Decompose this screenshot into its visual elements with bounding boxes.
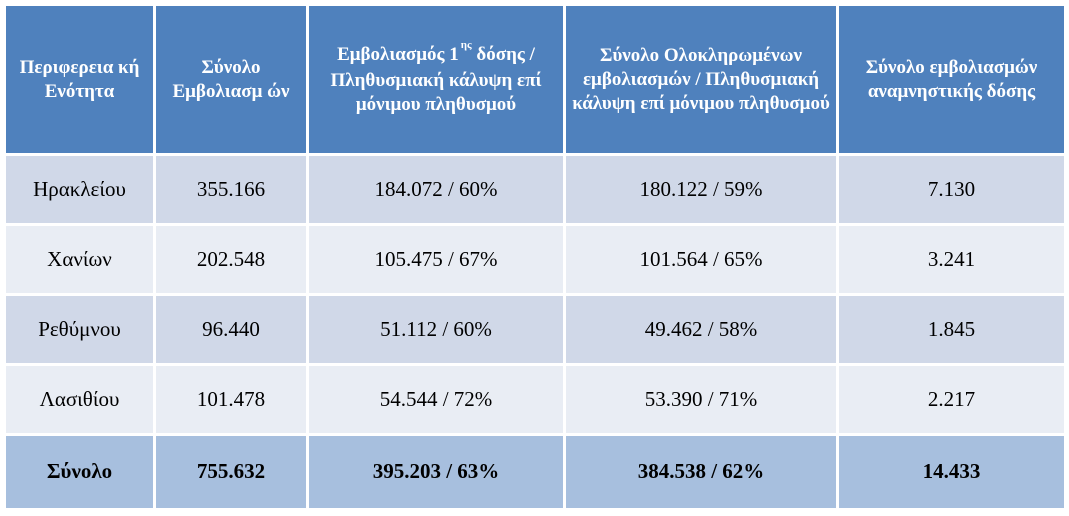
cell-booster: 7.130	[836, 153, 1067, 226]
header-total-vaccinations: Σύνολο Εμβολιασμ ών	[153, 3, 309, 156]
header-region: Περιφερεια κή Ενότητα	[3, 3, 156, 156]
header-first-dose-rest: δόσης / Πληθυσμιακή κάλυψη επί μόνιμου π…	[330, 43, 542, 115]
table-header-row: Περιφερεια κή Ενότητα Σύνολο Εμβολιασμ ώ…	[3, 3, 1067, 156]
cell-total-vaccinations: 96.440	[153, 292, 309, 366]
cell-completed: 49.462 / 58%	[563, 292, 839, 366]
cell-region: Λασιθίου	[3, 362, 156, 436]
cell-region: Ηρακλείου	[3, 153, 156, 226]
cell-first-dose: 54.544 / 72%	[306, 362, 566, 436]
table-total-row: Σύνολο 755.632 395.203 / 63% 384.538 / 6…	[3, 432, 1067, 512]
total-label: Σύνολο	[3, 432, 156, 512]
cell-region: Ρεθύμνου	[3, 292, 156, 366]
cell-first-dose: 105.475 / 67%	[306, 222, 566, 296]
total-vaccinations: 755.632	[153, 432, 309, 512]
header-first-dose: Εμβολιασμός 1 ης δόσης / Πληθυσμιακή κάλυ…	[306, 3, 566, 156]
header-booster: Σύνολο εμβολιασμών αναμνηστικής δόσης	[836, 3, 1067, 156]
total-booster: 14.433	[836, 432, 1067, 512]
cell-booster: 3.241	[836, 222, 1067, 296]
table-row: Ρεθύμνου 96.440 51.112 / 60% 49.462 / 58…	[3, 292, 1067, 366]
table-row: Λασιθίου 101.478 54.544 / 72% 53.390 / 7…	[3, 362, 1067, 436]
cell-region: Χανίων	[3, 222, 156, 296]
table-row: Ηρακλείου 355.166 184.072 / 60% 180.122 …	[3, 153, 1067, 226]
total-completed: 384.538 / 62%	[563, 432, 839, 512]
cell-total-vaccinations: 202.548	[153, 222, 309, 296]
cell-completed: 53.390 / 71%	[563, 362, 839, 436]
header-first-dose-superscript: ης	[460, 38, 472, 51]
vaccination-table: Περιφερεια κή Ενότητα Σύνολο Εμβολιασμ ώ…	[3, 3, 1067, 512]
cell-completed: 180.122 / 59%	[563, 153, 839, 226]
cell-booster: 1.845	[836, 292, 1067, 366]
header-completed: Σύνολο Ολοκληρωμένων εμβολιασμών / Πληθυ…	[563, 3, 839, 156]
total-first-dose: 395.203 / 63%	[306, 432, 566, 512]
cell-completed: 101.564 / 65%	[563, 222, 839, 296]
table-row: Χανίων 202.548 105.475 / 67% 101.564 / 6…	[3, 222, 1067, 296]
cell-total-vaccinations: 101.478	[153, 362, 309, 436]
cell-first-dose: 184.072 / 60%	[306, 153, 566, 226]
header-completed-label: Σύνολο Ολοκληρωμένων εμβολιασμών / Πληθυ…	[572, 44, 830, 114]
cell-first-dose: 51.112 / 60%	[306, 292, 566, 366]
header-total-vaccinations-label: Σύνολο Εμβολιασμ ών	[172, 56, 290, 102]
header-booster-label: Σύνολο εμβολιασμών αναμνηστικής δόσης	[865, 56, 1038, 102]
cell-booster: 2.217	[836, 362, 1067, 436]
header-first-dose-main: Εμβολιασμός 1	[337, 43, 459, 65]
cell-total-vaccinations: 355.166	[153, 153, 309, 226]
header-region-label: Περιφερεια κή Ενότητα	[19, 56, 140, 102]
